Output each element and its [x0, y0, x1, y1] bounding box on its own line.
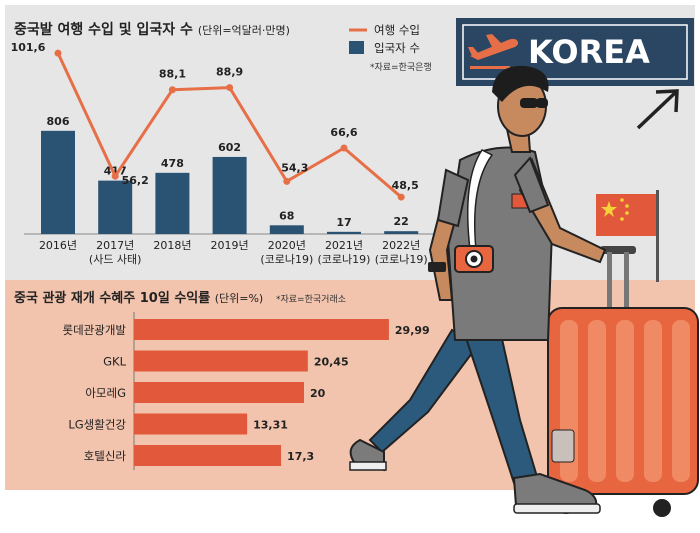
- line-point-5: [340, 144, 348, 152]
- bar-label-2: 478: [161, 157, 184, 170]
- x-tick-note-4: (코로나19): [260, 253, 313, 266]
- hbar-category-1: GKL: [103, 355, 126, 369]
- bar-inbound-5: [327, 231, 361, 234]
- hbar-label-4: 17,3: [287, 450, 314, 463]
- camera-icon: [454, 245, 494, 273]
- line-point-6: [397, 193, 405, 201]
- hbar-category-4: 호텔신라: [84, 449, 127, 463]
- sign-text: KOREA: [528, 33, 650, 71]
- bar-label-4: 68: [279, 209, 294, 222]
- hbar-category-3: LG생활건강: [68, 418, 126, 432]
- bar-label-5: 17: [336, 216, 351, 229]
- legend-line-label: 여행 수입: [374, 23, 420, 37]
- chart1-title: 중국발 여행 수입 및 입국자 수 (단위=억달러·만명): [14, 21, 290, 38]
- chart1-source: *자료=한국은행: [370, 61, 432, 73]
- sign-border: [462, 24, 688, 80]
- x-tick-note-6: (코로나19): [375, 253, 428, 266]
- bar-inbound-3: [212, 156, 247, 234]
- hbar-4: [134, 445, 282, 466]
- hbar-label-0: 29,99: [395, 324, 430, 337]
- hbar-2: [134, 382, 304, 403]
- line-label-2: 88,1: [159, 68, 186, 81]
- x-tick-note-1: (사드 사태): [89, 253, 142, 266]
- bar-label-0: 806: [47, 115, 70, 128]
- bar-inbound-0: [41, 130, 75, 234]
- hbar-label-2: 20: [310, 387, 326, 400]
- bar-inbound-4: [269, 225, 304, 234]
- x-tick-note-5: (코로나19): [318, 253, 371, 266]
- bar-inbound-6: [384, 231, 419, 234]
- x-tick-label-2: 2018년: [153, 239, 191, 252]
- x-tick-label-6: 2022년: [382, 239, 420, 252]
- legend-bar-label: 입국자 수: [374, 41, 420, 55]
- bar-inbound-1: [98, 180, 133, 234]
- line-point-3: [226, 84, 234, 92]
- line-label-6: 48,5: [392, 179, 419, 192]
- hbar-category-0: 롯데관광개발: [63, 323, 127, 337]
- bar-label-6: 22: [394, 215, 409, 228]
- line-point-2: [168, 86, 176, 94]
- x-tick-label-0: 2016년: [39, 239, 77, 252]
- hbar-1: [134, 350, 308, 372]
- legend-bar-swatch: [349, 41, 364, 54]
- x-tick-label-5: 2021년: [325, 239, 363, 252]
- line-label-4: 54,3: [281, 161, 308, 174]
- bar-inbound-2: [155, 172, 190, 234]
- x-tick-label-4: 2020년: [268, 239, 306, 252]
- line-label-1: 56,2: [122, 174, 149, 187]
- hbar-category-2: 아모레G: [85, 386, 126, 400]
- chart2-source: *자료=한국거래소: [276, 294, 346, 305]
- hbar-label-1: 20,45: [314, 356, 349, 369]
- line-label-0: 101,6: [11, 41, 46, 54]
- line-label-3: 88,9: [216, 66, 243, 79]
- line-point-4: [283, 177, 291, 185]
- bar-label-3: 602: [218, 141, 241, 154]
- x-tick-label-1: 2017년: [96, 239, 134, 252]
- line-point-0: [54, 49, 62, 57]
- airplane-icon: [468, 34, 519, 69]
- line-point-1: [111, 172, 119, 180]
- china-flag-icon: [596, 190, 659, 282]
- traveler-illustration: [349, 65, 699, 517]
- suitcase: [547, 307, 699, 517]
- x-tick-label-3: 2019년: [211, 239, 249, 252]
- korea-sign: KOREA: [456, 18, 694, 86]
- arrow-up-right-icon: [636, 89, 679, 130]
- hbar-3: [134, 413, 248, 435]
- hbar-label-3: 13,31: [253, 419, 288, 432]
- line-label-5: 66,6: [330, 126, 357, 139]
- chart2-title: 중국 관광 재개 수혜주 10일 수익률 (단위=%): [14, 290, 263, 306]
- hbar-0: [134, 319, 389, 340]
